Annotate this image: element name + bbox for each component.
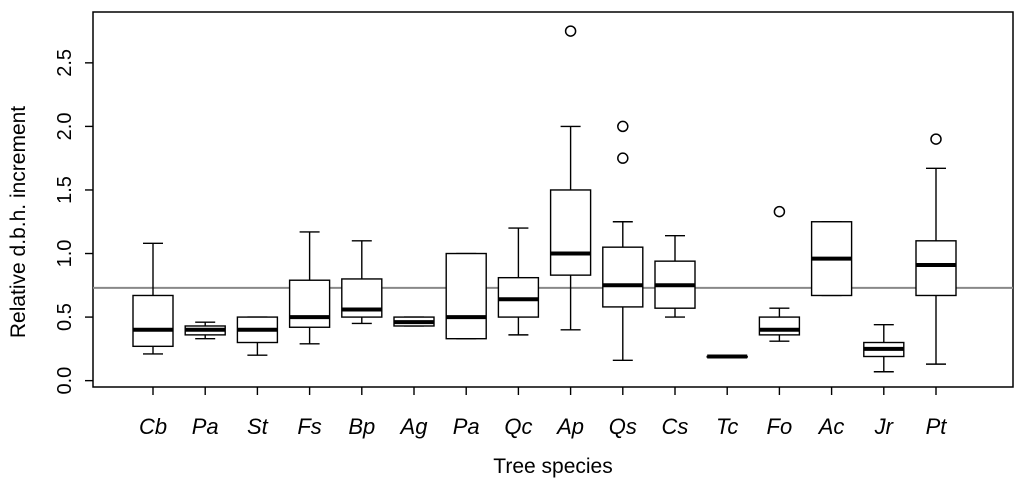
outlier-point	[617, 120, 629, 133]
x-tick-label: Pa	[192, 414, 219, 439]
box-fo-12	[758, 205, 801, 342]
x-tick-label: Bp	[348, 414, 375, 439]
x-tick-label: Ac	[817, 414, 845, 439]
y-tick-label: 1.0	[54, 240, 76, 268]
x-tick-label: Qs	[609, 414, 637, 439]
iqr-box	[758, 316, 801, 336]
box-pa-6	[445, 252, 487, 340]
box-jr-14	[863, 324, 905, 373]
box-tc-11	[706, 354, 748, 359]
box-st-2	[236, 316, 279, 356]
x-tick-label: Ag	[399, 414, 429, 439]
iqr-box	[602, 246, 644, 308]
x-tick-label: Qc	[504, 414, 532, 439]
chart-marks	[93, 25, 1013, 373]
outlier-point	[773, 205, 786, 218]
x-tick-label: Pa	[453, 414, 480, 439]
y-tick-label: 0.5	[54, 303, 76, 331]
y-tick-label: 0.0	[54, 367, 76, 395]
box-cs-10	[654, 235, 696, 318]
plot-frame	[92, 11, 1014, 388]
x-tick-label: St	[247, 414, 269, 439]
outlier-point	[564, 25, 577, 37]
x-tick-label: Pt	[926, 414, 948, 439]
iqr-box	[132, 294, 174, 348]
x-axis: Cb Pa St Fs Bp Ag Pa Qc Ap Qs Cs Tc Fo Ac Jr Pt	[139, 387, 947, 439]
x-tick-label: Cb	[139, 414, 167, 439]
box-ac-13	[810, 221, 853, 297]
x-tick-label: Cs	[662, 414, 689, 439]
y-axis: 0.0 0.5 1.0 1.5 2.0 2.5	[54, 49, 93, 395]
x-tick-label: Ap	[555, 414, 584, 439]
x-axis-title: Tree species	[493, 455, 612, 478]
y-tick-label: 2.0	[54, 113, 76, 141]
box-qs-9	[602, 120, 644, 362]
x-tick-label: Fs	[297, 414, 321, 439]
outlier-point	[930, 133, 942, 145]
x-tick-label: Fo	[767, 414, 793, 439]
iqr-box	[288, 279, 331, 328]
box-bp-4	[341, 240, 383, 325]
box-qc-7	[497, 227, 540, 336]
box-fs-3	[288, 231, 331, 345]
iqr-box	[915, 240, 957, 297]
iqr-box	[445, 252, 487, 340]
box-pt-15	[915, 133, 957, 365]
x-tick-label: Tc	[716, 414, 738, 439]
box-ag-5	[393, 316, 435, 327]
y-tick-label: 2.5	[54, 49, 76, 77]
box-ap-8	[549, 25, 592, 331]
box-cb-0	[132, 242, 174, 355]
iqr-box	[549, 189, 592, 276]
y-axis-title: Relative d.b.h. increment	[7, 106, 30, 338]
box-pa-1	[184, 321, 226, 340]
x-tick-label: Jr	[874, 414, 895, 439]
outlier-point	[617, 152, 629, 164]
y-tick-label: 1.5	[54, 176, 76, 204]
